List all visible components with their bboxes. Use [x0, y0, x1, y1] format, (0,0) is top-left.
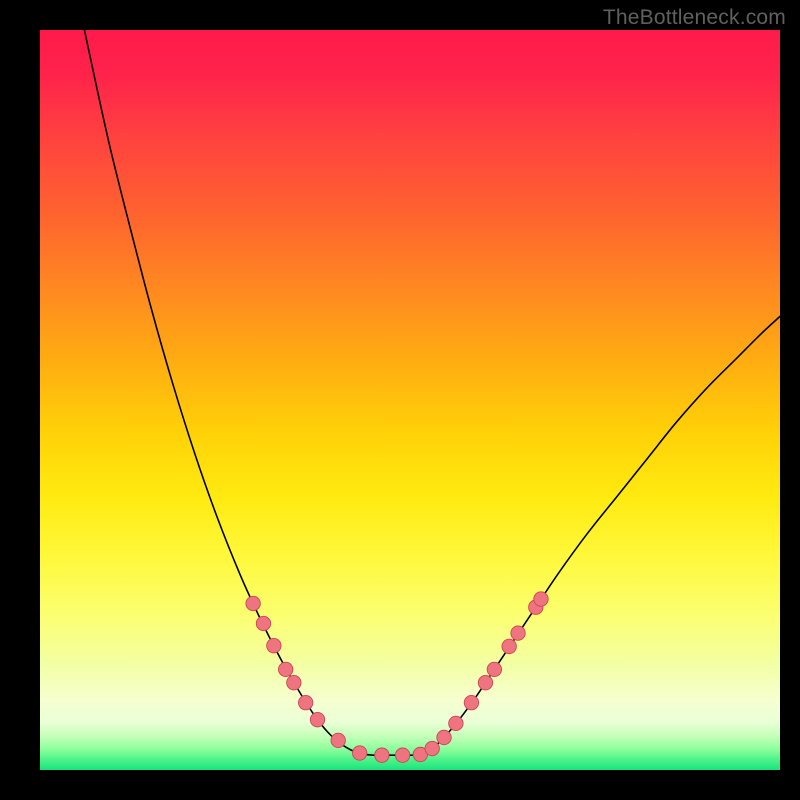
data-marker	[352, 746, 366, 760]
data-marker	[534, 592, 548, 606]
data-marker	[478, 675, 492, 689]
data-marker	[464, 695, 478, 709]
data-marker	[278, 662, 292, 676]
chart-svg	[40, 30, 780, 770]
data-marker	[267, 638, 281, 652]
watermark-text: TheBottleneck.com	[603, 6, 786, 30]
data-marker	[331, 733, 345, 747]
data-marker	[287, 675, 301, 689]
data-marker	[487, 662, 501, 676]
data-marker	[298, 695, 312, 709]
data-marker	[511, 626, 525, 640]
gradient-background	[40, 30, 780, 770]
data-marker	[502, 639, 516, 653]
data-marker	[375, 748, 389, 762]
data-marker	[449, 716, 463, 730]
chart-container	[40, 30, 780, 770]
data-marker	[310, 712, 324, 726]
data-marker	[256, 616, 270, 630]
data-marker	[425, 741, 439, 755]
data-marker	[246, 596, 260, 610]
data-marker	[395, 748, 409, 762]
data-marker	[437, 730, 451, 744]
